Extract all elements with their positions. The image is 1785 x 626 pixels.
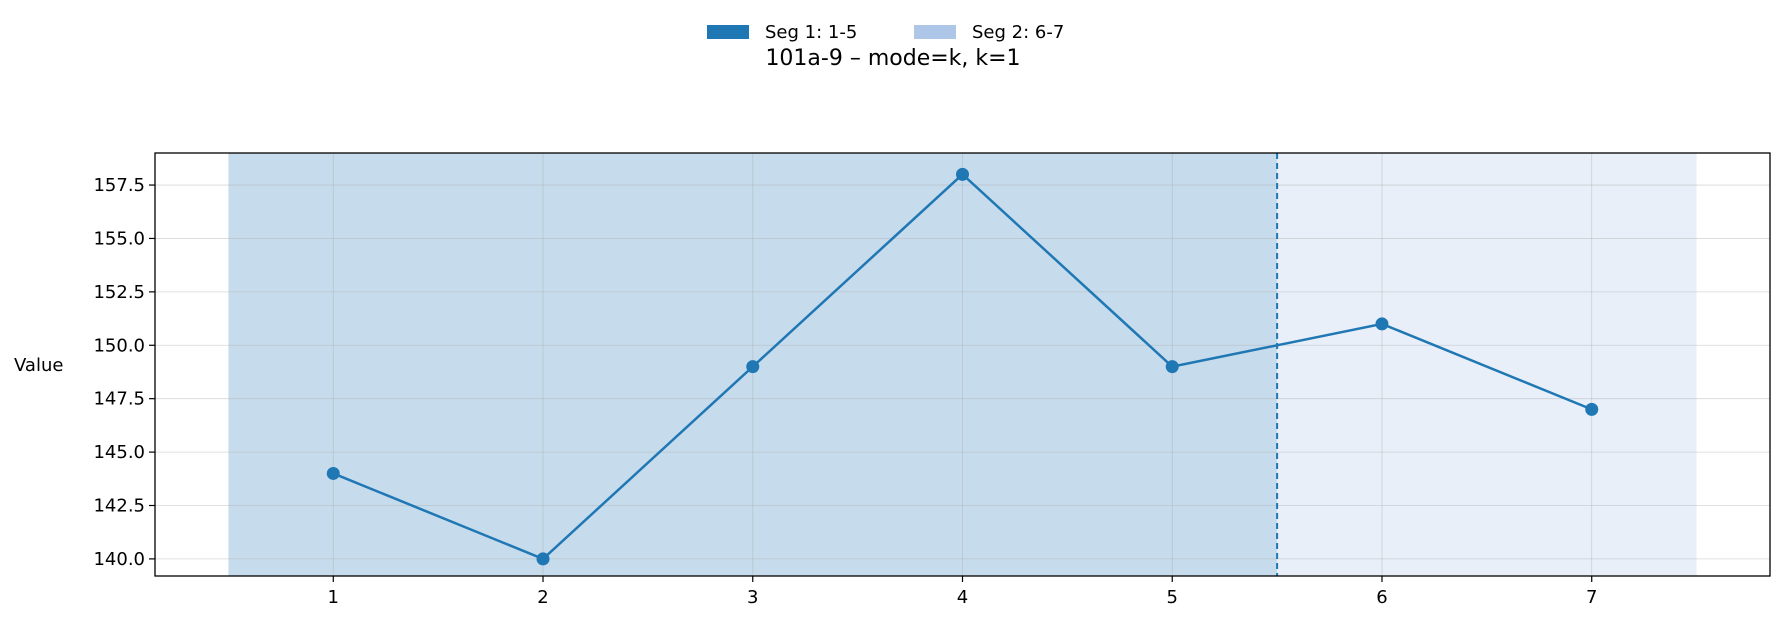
x-tick-label-6: 6 — [1376, 587, 1387, 608]
y-tick-label-2: 142.5 — [93, 496, 145, 517]
legend-label-1: Seg 1: 1-5 — [765, 22, 857, 43]
y-tick-label-3: 145.0 — [93, 442, 145, 463]
data-point-4 — [956, 167, 969, 181]
x-tick-label-7: 7 — [1586, 587, 1597, 608]
data-point-6 — [1375, 317, 1389, 331]
legend-label-2: Seg 2: 6-7 — [972, 22, 1064, 43]
y-tick-label-5: 150.0 — [93, 335, 145, 356]
legend-swatch-2 — [914, 25, 956, 39]
y-tick-label-7: 155.0 — [93, 228, 145, 249]
data-point-1 — [326, 466, 340, 480]
legend: Seg 1: 1-5 Seg 2: 6-7 — [707, 22, 1064, 43]
legend-swatch-1 — [707, 25, 749, 39]
chart-title: 101a-9 – mode=k, k=1 — [765, 46, 1020, 71]
y-tick-label-8: 157.5 — [93, 175, 145, 196]
x-tick-label-3: 3 — [747, 587, 758, 608]
x-tick-label-4: 4 — [957, 587, 968, 608]
data-point-3 — [746, 360, 760, 374]
x-tick-label-5: 5 — [1167, 587, 1178, 608]
y-tick-label-6: 152.5 — [93, 282, 145, 303]
data-point-5 — [1165, 360, 1179, 374]
data-point-2 — [536, 552, 550, 566]
y-axis-label: Value — [14, 355, 63, 376]
y-tick-label-4: 147.5 — [93, 389, 145, 410]
plot-area: 1 2 3 4 5 6 7 140.0 142.5 145.0 147.5 150.0 152.5 155… — [93, 152, 1771, 608]
x-tick-label-2: 2 — [537, 587, 548, 608]
x-tick-label-1: 1 — [328, 587, 339, 608]
y-tick-label-1: 140.0 — [93, 549, 145, 570]
data-point-7 — [1585, 402, 1599, 416]
segment-span-2 — [1277, 153, 1697, 576]
